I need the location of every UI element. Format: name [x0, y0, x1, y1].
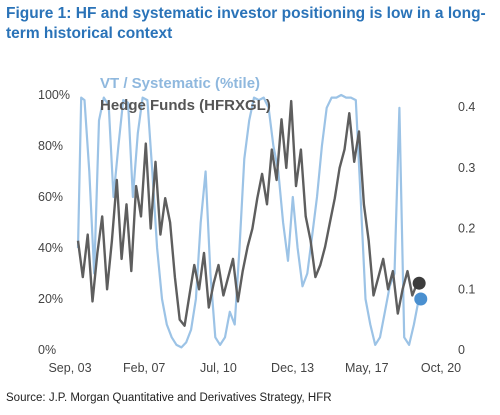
- x-tick-label: Dec, 13: [271, 361, 314, 375]
- x-tick-label: Jul, 10: [200, 361, 237, 375]
- left-tick-label: 60%: [38, 190, 63, 204]
- x-tick-label: Oct, 20: [421, 361, 461, 375]
- x-tick-label: Sep, 03: [48, 361, 91, 375]
- right-tick-label: 0: [458, 343, 465, 357]
- left-tick-label: 20%: [38, 292, 63, 306]
- series-group: [76, 93, 428, 349]
- x-tick-label: Feb, 07: [123, 361, 165, 375]
- x-tick-label: May, 17: [345, 361, 389, 375]
- hedge-funds-end-marker: [412, 276, 426, 290]
- right-tick-label: 0.3: [458, 161, 475, 175]
- systematic-end-marker: [414, 292, 428, 306]
- systematic-series-line: [76, 93, 420, 349]
- legend-entry-systematic: VT / Systematic (%tile): [100, 75, 260, 92]
- right-tick-label: 0.1: [458, 282, 475, 296]
- legend-entry-hedge-funds: Hedge Funds (HFRXGL): [100, 97, 271, 114]
- x-axis-ticks: Sep, 03 Feb, 07 Jul, 10 Dec, 13 May, 17 Oct, …: [48, 361, 461, 375]
- left-axis-ticks: 0% 20% 40% 60% 80% 100%: [38, 88, 70, 357]
- legend: VT / Systematic (%tile) Hedge Funds (HFRX…: [100, 75, 271, 114]
- left-tick-label: 80%: [38, 139, 63, 153]
- chart-title: Figure 1: HF and systematic investor pos…: [6, 5, 486, 42]
- right-axis-ticks: 0 0.1 0.2 0.3 0.4: [458, 100, 475, 357]
- left-tick-label: 40%: [38, 241, 63, 255]
- left-tick-label: 100%: [38, 88, 70, 102]
- source-note: Source: J.P. Morgan Quantitative and Der…: [6, 392, 332, 404]
- line-chart: 0% 20% 40% 60% 80% 100% 0 0.1 0.2 0.3 0.4 Sep, 03…: [38, 75, 475, 375]
- right-tick-label: 0.2: [458, 222, 475, 236]
- left-tick-label: 0%: [38, 343, 56, 357]
- right-tick-label: 0.4: [458, 100, 475, 114]
- hedge-funds-series-line: [76, 99, 419, 327]
